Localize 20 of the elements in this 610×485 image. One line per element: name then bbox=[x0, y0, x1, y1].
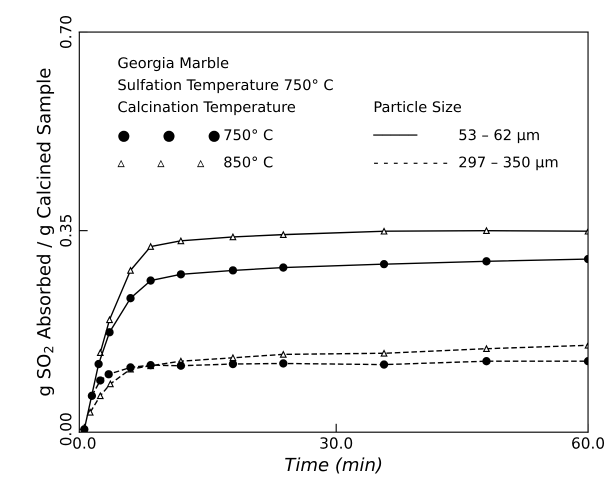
x-tick-label: 30.0 bbox=[320, 437, 352, 449]
x-tick-label: 60.0 bbox=[572, 437, 604, 449]
annotation: 297 – 350 μm bbox=[459, 156, 558, 170]
annotation: - - - - - - - - bbox=[374, 162, 448, 164]
annotation: Calcination Temperature bbox=[118, 100, 296, 116]
annotation: 750° C bbox=[224, 129, 272, 140]
annotation: ● ● ● bbox=[118, 130, 220, 142]
annotation: ───── bbox=[373, 134, 418, 136]
x-tick-label: 0.0 bbox=[73, 437, 96, 449]
y-tick-label: 0.00 bbox=[60, 413, 72, 446]
annotation: Georgia Marble bbox=[118, 56, 228, 72]
annotation: 850° C bbox=[224, 156, 272, 168]
y-tick-label: 0.35 bbox=[60, 214, 72, 247]
x-axis-title: Time (min) bbox=[285, 457, 382, 474]
annotation: Sulfation Temperature 750° C bbox=[118, 78, 333, 94]
annotation: 53 – 62 μm bbox=[459, 129, 539, 144]
y-axis-title: g SO$_{2}$ Absorbed / g Calcined Sample bbox=[36, 68, 54, 396]
annotation: ▵ ▵ ▵ bbox=[118, 160, 204, 168]
y-tick-label: 0.70 bbox=[60, 16, 72, 48]
annotation: Particle Size bbox=[374, 100, 462, 112]
